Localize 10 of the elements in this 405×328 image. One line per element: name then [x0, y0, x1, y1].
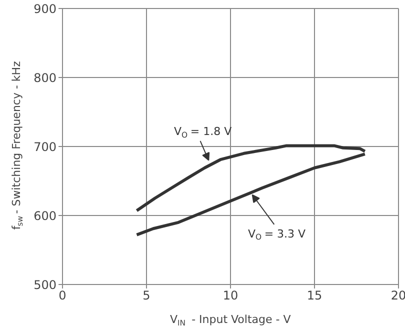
x-tick-label: 10 [222, 288, 238, 302]
y-tick-label: 700 [34, 140, 56, 154]
x-tick-label: 0 [58, 288, 66, 302]
y-tick-label: 900 [34, 2, 56, 16]
y-tick-label: 500 [34, 278, 56, 292]
y-tick-label: 600 [34, 209, 56, 223]
y-tick-label: 800 [34, 71, 56, 85]
x-tick-label: 15 [306, 288, 322, 302]
x-tick-label: 5 [142, 288, 150, 302]
x-tick-label: 20 [390, 288, 405, 302]
